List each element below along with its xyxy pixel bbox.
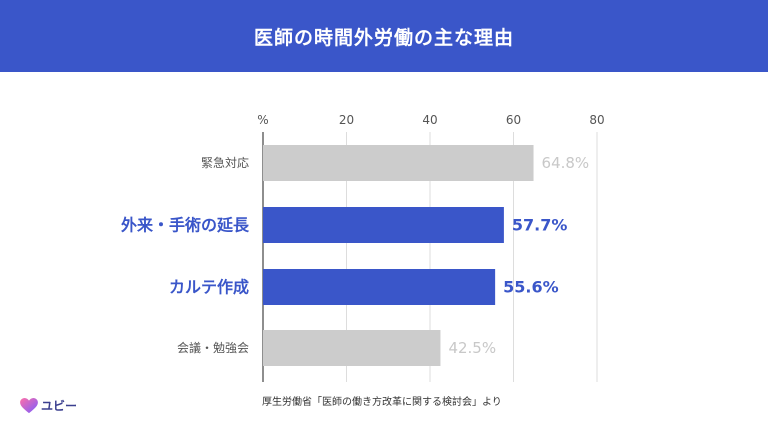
- bar: [263, 269, 496, 305]
- tick-label: 60: [506, 113, 521, 127]
- category-label: 外来・手術の延長: [120, 216, 250, 235]
- brand-logo: ユビー: [20, 397, 77, 414]
- category-label: カルテ作成: [169, 278, 249, 297]
- tick-label: 80: [589, 113, 604, 127]
- tick-label: %: [257, 113, 268, 127]
- tick-label: 40: [422, 113, 437, 127]
- logo-text: ユビー: [41, 399, 78, 413]
- bar: [263, 207, 504, 243]
- category-label: 会議・勉強会: [177, 341, 249, 355]
- value-label: 42.5%: [448, 339, 496, 357]
- value-label: 64.8%: [542, 154, 590, 172]
- header-banner: 医師の時間外労働の主な理由: [0, 0, 768, 72]
- chart-title: 医師の時間外労働の主な理由: [253, 26, 514, 49]
- value-label: 57.7%: [512, 216, 568, 235]
- bar: [263, 330, 441, 366]
- category-label: 緊急対応: [201, 155, 249, 170]
- tick-label: 20: [339, 113, 354, 127]
- heart-icon: [20, 397, 38, 413]
- source-note: 厚生労働省「医師の働き方改革に関する検討会」より: [262, 397, 502, 408]
- value-label: 55.6%: [503, 278, 559, 297]
- bar: [263, 145, 534, 181]
